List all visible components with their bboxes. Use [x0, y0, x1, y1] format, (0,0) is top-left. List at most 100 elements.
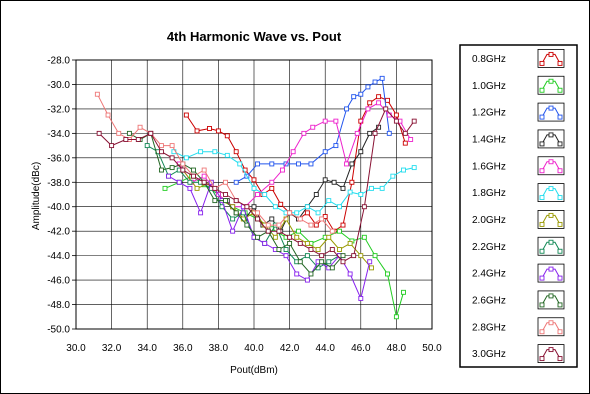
legend-label: 3.0GHz — [472, 349, 506, 360]
data-point — [386, 130, 392, 136]
data-point — [144, 143, 150, 149]
data-point — [365, 84, 371, 90]
legend-swatch-box — [537, 183, 565, 202]
y-tick-label: -30.0 — [47, 80, 70, 91]
data-point — [109, 143, 115, 149]
data-point — [269, 185, 275, 191]
data-point — [308, 222, 314, 228]
data-point — [296, 161, 301, 167]
data-point — [376, 94, 382, 100]
y-tick-label: -50.0 — [47, 325, 70, 336]
legend-swatch-marker — [539, 302, 545, 308]
legend-swatch-box — [537, 75, 565, 95]
data-point — [326, 259, 332, 265]
data-point — [401, 167, 406, 173]
series-1.8GHz — [171, 149, 417, 216]
data-point — [230, 228, 236, 234]
data-point — [255, 161, 261, 167]
data-point — [135, 137, 141, 142]
data-point — [180, 167, 186, 173]
data-point — [294, 210, 300, 216]
data-point — [283, 247, 289, 252]
data-point — [385, 97, 390, 103]
data-point — [349, 161, 355, 167]
x-tick-label: 46.0 — [351, 343, 371, 354]
data-point — [351, 253, 357, 259]
data-point — [333, 118, 339, 124]
legend-swatch-marker — [557, 356, 563, 362]
data-point — [233, 210, 239, 216]
x-axis-title: Pout(dBm) — [230, 365, 278, 376]
data-point — [402, 130, 408, 136]
data-point — [308, 161, 314, 167]
x-tick-label: 38.0 — [209, 343, 229, 354]
data-point — [351, 94, 357, 100]
data-point — [276, 228, 282, 234]
data-point — [105, 112, 111, 118]
data-point — [287, 210, 293, 216]
data-point — [333, 143, 339, 149]
data-point — [358, 91, 364, 97]
data-point — [169, 143, 175, 149]
legend-swatch-marker — [539, 195, 545, 201]
data-point — [349, 179, 355, 185]
data-point — [336, 204, 342, 210]
legend-swatch-marker — [539, 141, 545, 147]
data-point — [169, 165, 175, 171]
legend-label: 1.4GHz — [472, 134, 506, 145]
series-3.0GHz — [96, 106, 417, 265]
legend-item: 1.6GHz — [472, 156, 565, 176]
data-point — [255, 234, 261, 240]
data-point — [287, 234, 293, 240]
data-point — [308, 247, 314, 252]
plot-area: 30.0 32.0 34.0 36.0 38.0 40.0 42.0 44.0 46.0 48.0… — [47, 56, 442, 355]
data-point — [194, 128, 200, 134]
data-point — [358, 192, 364, 197]
data-point — [148, 130, 154, 136]
data-point — [376, 100, 382, 106]
data-point — [183, 112, 189, 118]
data-point — [319, 253, 325, 259]
data-point — [251, 177, 257, 183]
y-tick-label: -34.0 — [47, 129, 70, 140]
data-point — [223, 192, 228, 197]
data-point — [367, 259, 373, 265]
data-point — [116, 130, 122, 136]
legend-swatch-marker — [557, 114, 563, 120]
data-point — [191, 167, 196, 173]
x-tick-label: 42.0 — [280, 343, 300, 354]
legend-swatch-box — [537, 210, 565, 229]
data-point — [358, 253, 364, 259]
y-tick-label: -46.0 — [47, 276, 70, 287]
x-tick-label: 32.0 — [102, 343, 122, 354]
data-point — [313, 222, 319, 228]
data-point — [169, 155, 175, 161]
legend-swatch-box — [537, 263, 565, 283]
chart-title: 4th Harmonic Wave vs. Pout — [167, 29, 342, 44]
data-point — [290, 149, 296, 155]
data-point — [411, 118, 417, 124]
legend-item: 1.0GHz — [472, 75, 565, 95]
legend-swatch-marker — [539, 275, 545, 281]
data-point — [237, 161, 243, 167]
data-point — [340, 222, 346, 228]
legend-swatch-marker — [557, 195, 563, 201]
data-point — [329, 247, 335, 252]
data-point — [233, 198, 239, 204]
data-point — [331, 179, 337, 185]
legend-label: 1.0GHz — [472, 81, 506, 92]
legend-swatch-marker — [557, 60, 563, 66]
data-point — [310, 124, 316, 130]
data-point — [94, 91, 100, 97]
legend-item: 2.8GHz — [472, 317, 565, 337]
data-point — [411, 165, 417, 171]
data-point — [315, 210, 321, 216]
legend-swatch-marker — [548, 78, 554, 84]
legend-swatch-marker — [539, 356, 545, 362]
data-point — [280, 167, 285, 173]
data-point — [244, 222, 250, 228]
data-point — [276, 222, 282, 228]
data-point — [212, 198, 218, 204]
data-point — [262, 240, 268, 246]
data-point — [269, 216, 275, 222]
